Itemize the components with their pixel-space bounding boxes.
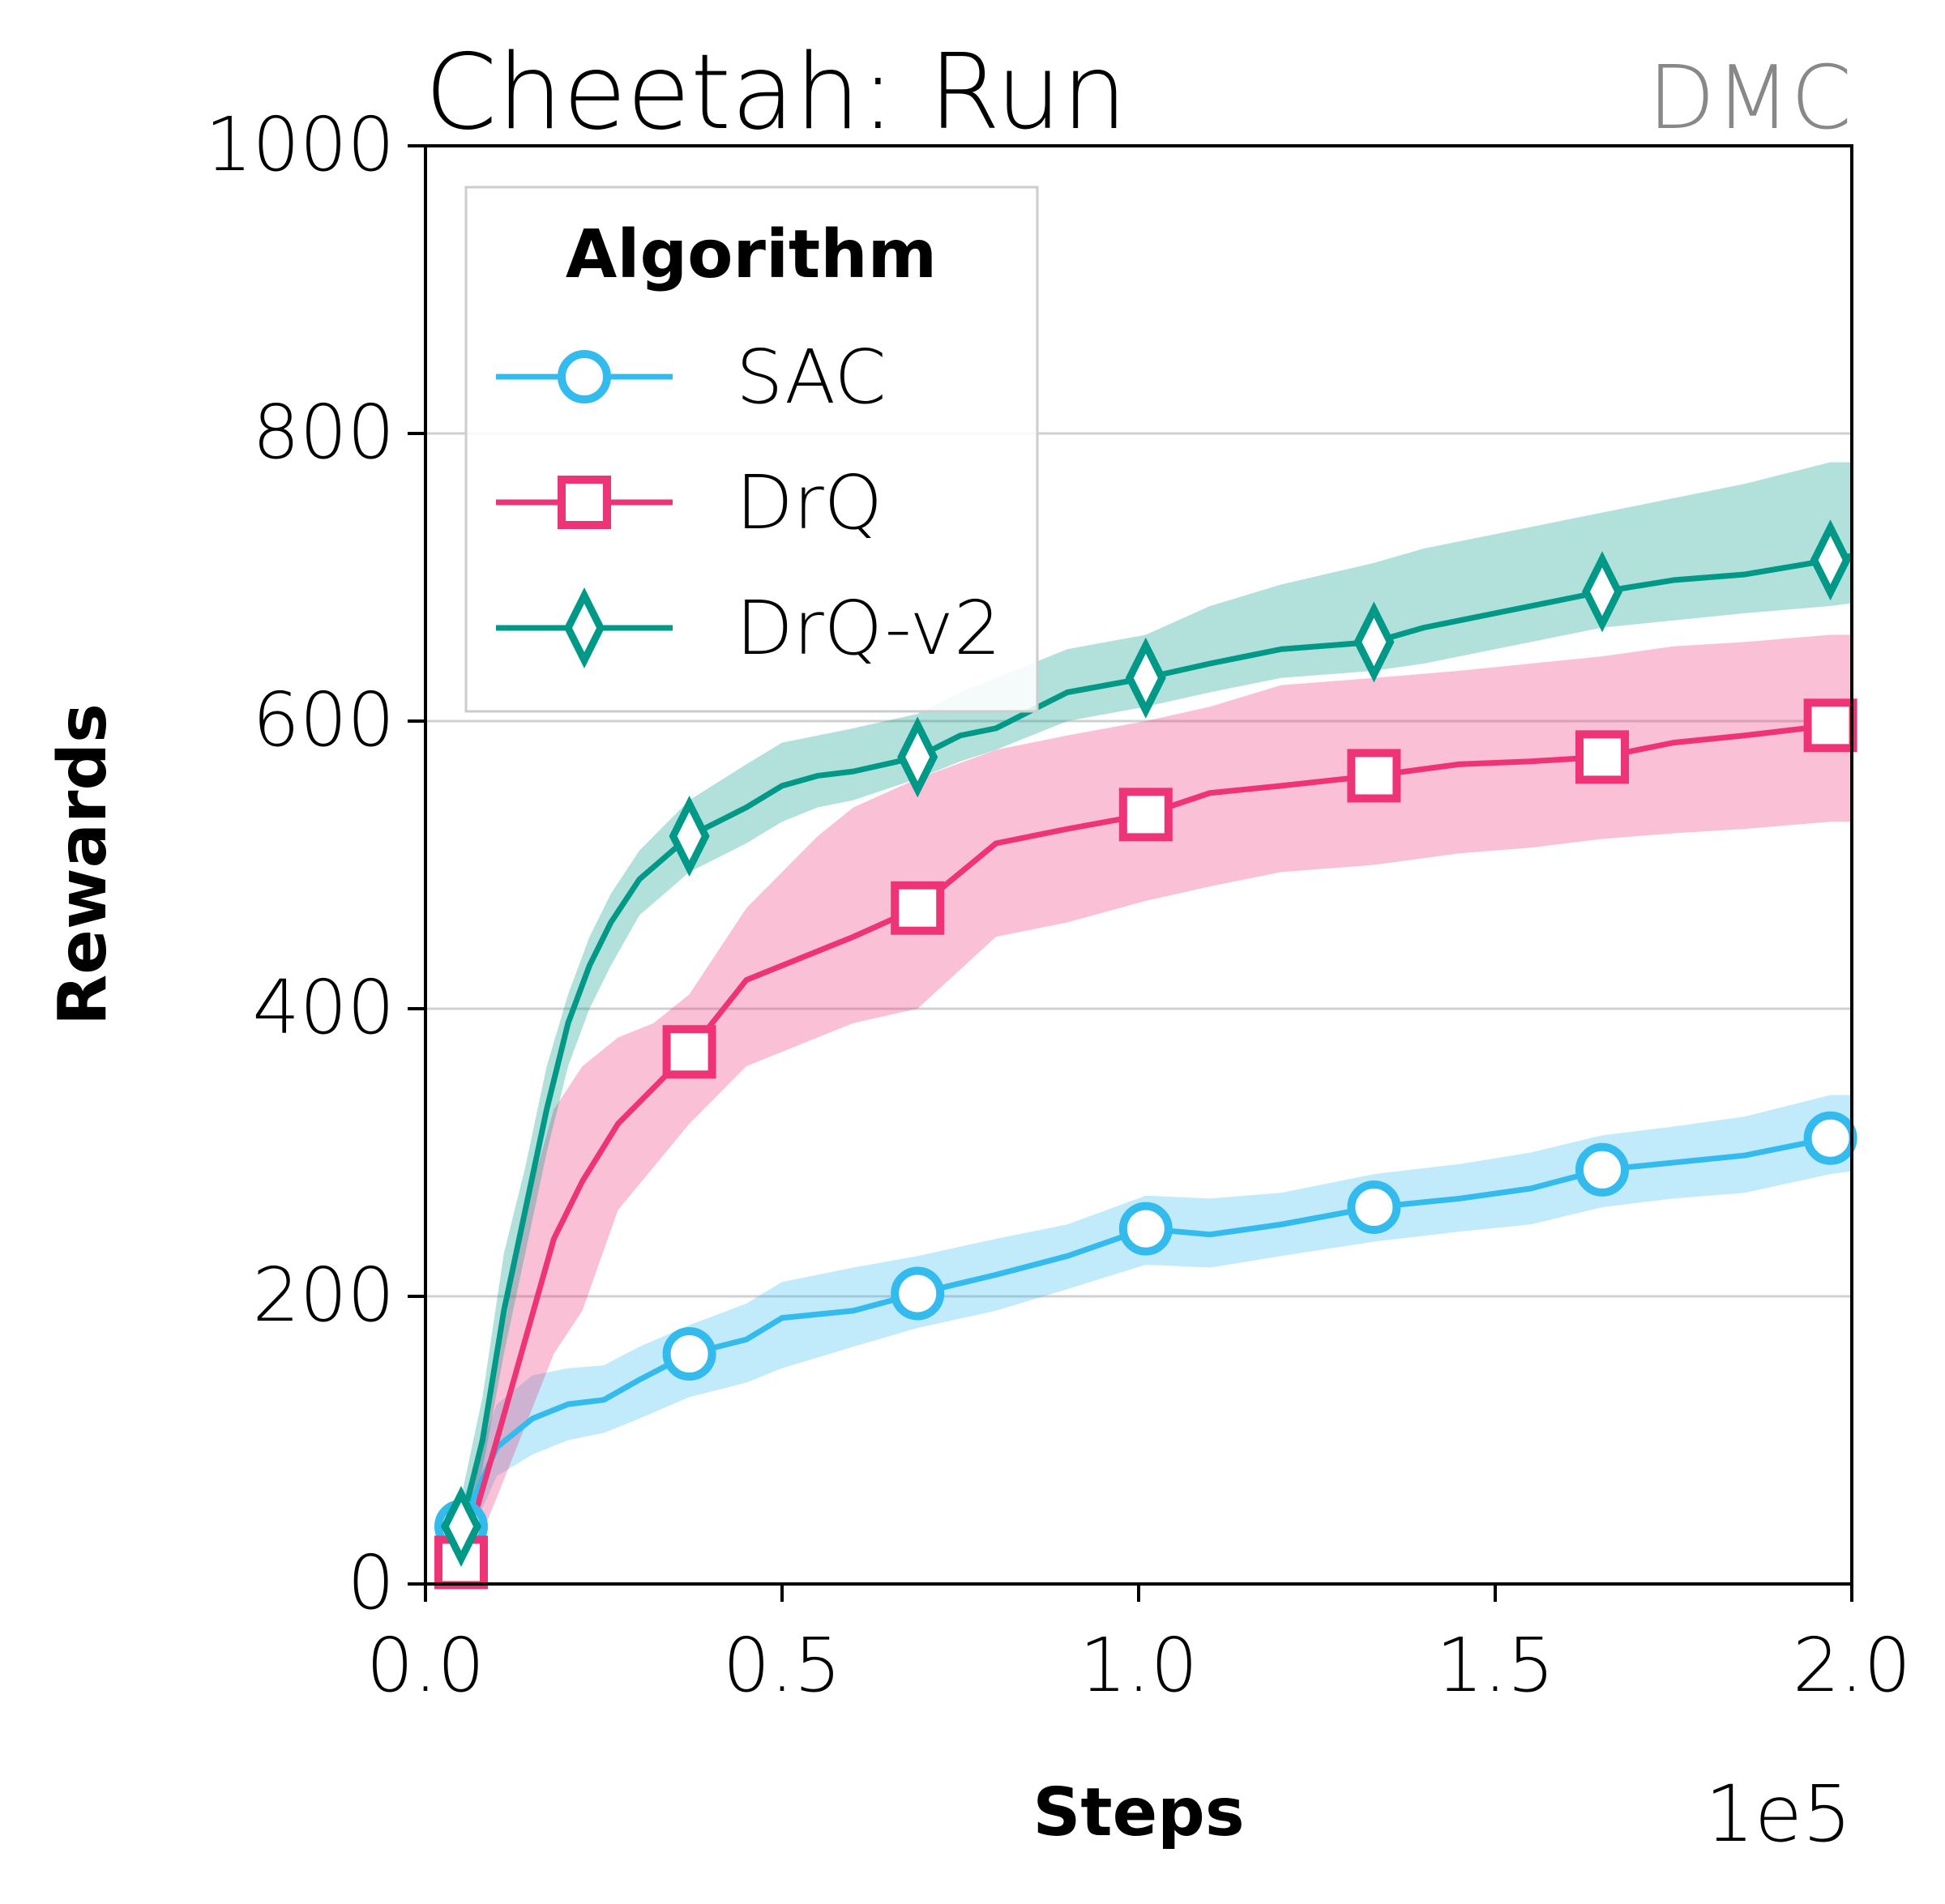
- y-tick-label: 800: [252, 389, 395, 476]
- y-tick-label: 600: [252, 677, 395, 763]
- x-tick-label: 2.0: [1793, 1622, 1911, 1709]
- sac-marker: [1123, 1206, 1169, 1252]
- drq-marker: [667, 1029, 712, 1074]
- legend: Algorithm SAC DrQ DrQ-v2: [466, 187, 1037, 711]
- drq-marker: [895, 886, 940, 931]
- chart-title: Cheetah: Run: [425, 32, 1127, 153]
- drq-marker: [1351, 753, 1396, 798]
- x-axis-label: Steps: [1032, 1774, 1244, 1851]
- sac-marker: [895, 1270, 940, 1316]
- legend-title: Algorithm: [566, 216, 937, 293]
- legend-marker-drq: [562, 480, 607, 525]
- drq-confidence-band: [461, 635, 1852, 1585]
- drq-marker: [1123, 792, 1169, 837]
- x-tick-label: 1.5: [1436, 1622, 1554, 1709]
- y-tick-label: 0: [347, 1539, 395, 1626]
- y-tick-label: 1000: [205, 101, 395, 188]
- drq-marker: [1580, 734, 1625, 779]
- sac-marker: [1580, 1147, 1625, 1193]
- drq-marker: [1808, 702, 1853, 748]
- x-tick-label: 0.5: [723, 1622, 841, 1709]
- sac-marker: [1351, 1185, 1396, 1230]
- y-axis-label: Rewards: [45, 703, 122, 1026]
- legend-marker-sac: [562, 354, 607, 399]
- sac-marker: [667, 1331, 712, 1377]
- sac-marker: [1808, 1116, 1853, 1161]
- x-tick-label: 0.0: [366, 1622, 485, 1709]
- legend-label-drq-v2: DrQ-v2: [736, 585, 1001, 672]
- legend-label-sac: SAC: [736, 334, 887, 421]
- chart-subtitle: DMC: [1648, 48, 1852, 149]
- legend-label-drq: DrQ: [736, 459, 883, 546]
- y-tick-label: 200: [252, 1252, 395, 1338]
- y-tick-label: 400: [252, 964, 395, 1051]
- x-axis-offset-label: 1e5: [1705, 1769, 1852, 1859]
- x-tick-label: 1.0: [1079, 1622, 1198, 1709]
